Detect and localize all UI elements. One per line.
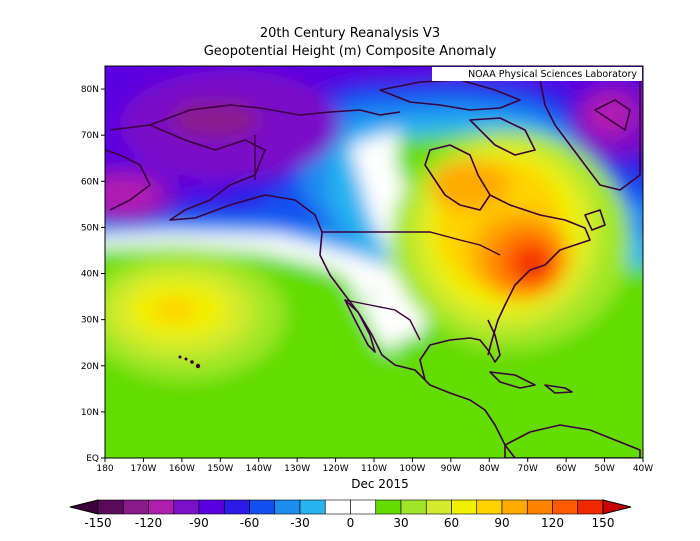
- colorbar-segment: [552, 499, 579, 515]
- x-tick-label: 40W: [633, 464, 653, 474]
- y-axis: EQ 10N 20N 30N 40N 50N 60N 70N 80N: [81, 85, 105, 464]
- colorbar-label: 0: [347, 516, 355, 530]
- colorbar-label: -120: [135, 516, 162, 530]
- x-tick-label: 170W: [130, 464, 156, 474]
- colorbar-segment: [299, 499, 326, 515]
- colorbar-segment: [375, 499, 402, 515]
- colorbar-arrow-right: [602, 499, 632, 515]
- x-tick-label: 70W: [518, 464, 538, 474]
- colorbar-label: -30: [290, 516, 310, 530]
- x-tick-label: 110W: [361, 464, 387, 474]
- x-tick-label: 120W: [323, 464, 349, 474]
- x-axis: 180 170W 160W 150W 140W 130W 120W 110W 100W 90W 80…: [96, 458, 653, 474]
- x-tick-label: 90W: [441, 464, 461, 474]
- x-tick-label: 100W: [399, 464, 425, 474]
- colorbar-label: 150: [592, 516, 615, 530]
- credit-box: [432, 67, 642, 81]
- y-tick-label: 40N: [81, 270, 99, 280]
- colorbar-segment: [274, 499, 301, 515]
- x-tick-label: 140W: [246, 464, 272, 474]
- colorbar-segment: [501, 499, 528, 515]
- credit-label: NOAA Physical Sciences Laboratory: [468, 69, 637, 80]
- x-tick-label: 50W: [594, 464, 614, 474]
- x-tick-label: 150W: [207, 464, 233, 474]
- colorbar-segment: [577, 499, 604, 515]
- colorbar-segment: [526, 499, 553, 515]
- colorbar-segment: [324, 499, 351, 515]
- colorbar-segment: [476, 499, 503, 515]
- y-tick-label: EQ: [86, 454, 99, 464]
- colorbar-segment: [350, 499, 377, 515]
- y-tick-label: 50N: [81, 223, 99, 233]
- borders: [254, 135, 501, 341]
- y-tick-label: 70N: [81, 131, 99, 141]
- colorbar-segment: [425, 499, 452, 515]
- colorbar-label: 30: [393, 516, 408, 530]
- x-tick-label: 180: [96, 464, 113, 474]
- colorbar-segment: [173, 499, 200, 515]
- colorbar-label: -90: [189, 516, 209, 530]
- y-tick-label: 30N: [81, 316, 99, 326]
- colorbar-label: -150: [84, 516, 111, 530]
- colorbar-segment: [223, 499, 250, 515]
- y-tick-label: 10N: [81, 408, 99, 418]
- colorbar-segment: [451, 499, 478, 515]
- x-tick-label: 60W: [556, 464, 576, 474]
- colorbar-segment: [122, 499, 149, 515]
- date-label: Dec 2015: [351, 477, 409, 491]
- colorbar-segment: [198, 499, 225, 515]
- contour-field: [105, 66, 643, 458]
- x-tick-label: 130W: [284, 464, 310, 474]
- colorbar-segment: [400, 499, 427, 515]
- hawaii-islands: [178, 355, 201, 369]
- y-tick-label: 60N: [81, 177, 99, 187]
- y-tick-label: 20N: [81, 362, 99, 372]
- x-tick-label: 80W: [479, 464, 499, 474]
- colorbar-label: -60: [240, 516, 260, 530]
- colorbar-segment: [148, 499, 175, 515]
- colorbar-segment: [249, 499, 276, 515]
- colorbar-arrow-left: [69, 499, 99, 515]
- colorbar-label: 60: [444, 516, 459, 530]
- colorbar-segment: [97, 499, 124, 515]
- chart-subtitle: Geopotential Height (m) Composite Anomal…: [203, 44, 497, 59]
- y-tick-label: 80N: [81, 85, 99, 95]
- x-tick-label: 160W: [169, 464, 195, 474]
- colorbar-label: 120: [541, 516, 564, 530]
- colorbar-label: 90: [494, 516, 509, 530]
- colorbar: -150 -120 -90 -60 -30 0 30 60 90 120 150: [69, 499, 632, 530]
- chart-title: 20th Century Reanalysis V3: [259, 26, 441, 41]
